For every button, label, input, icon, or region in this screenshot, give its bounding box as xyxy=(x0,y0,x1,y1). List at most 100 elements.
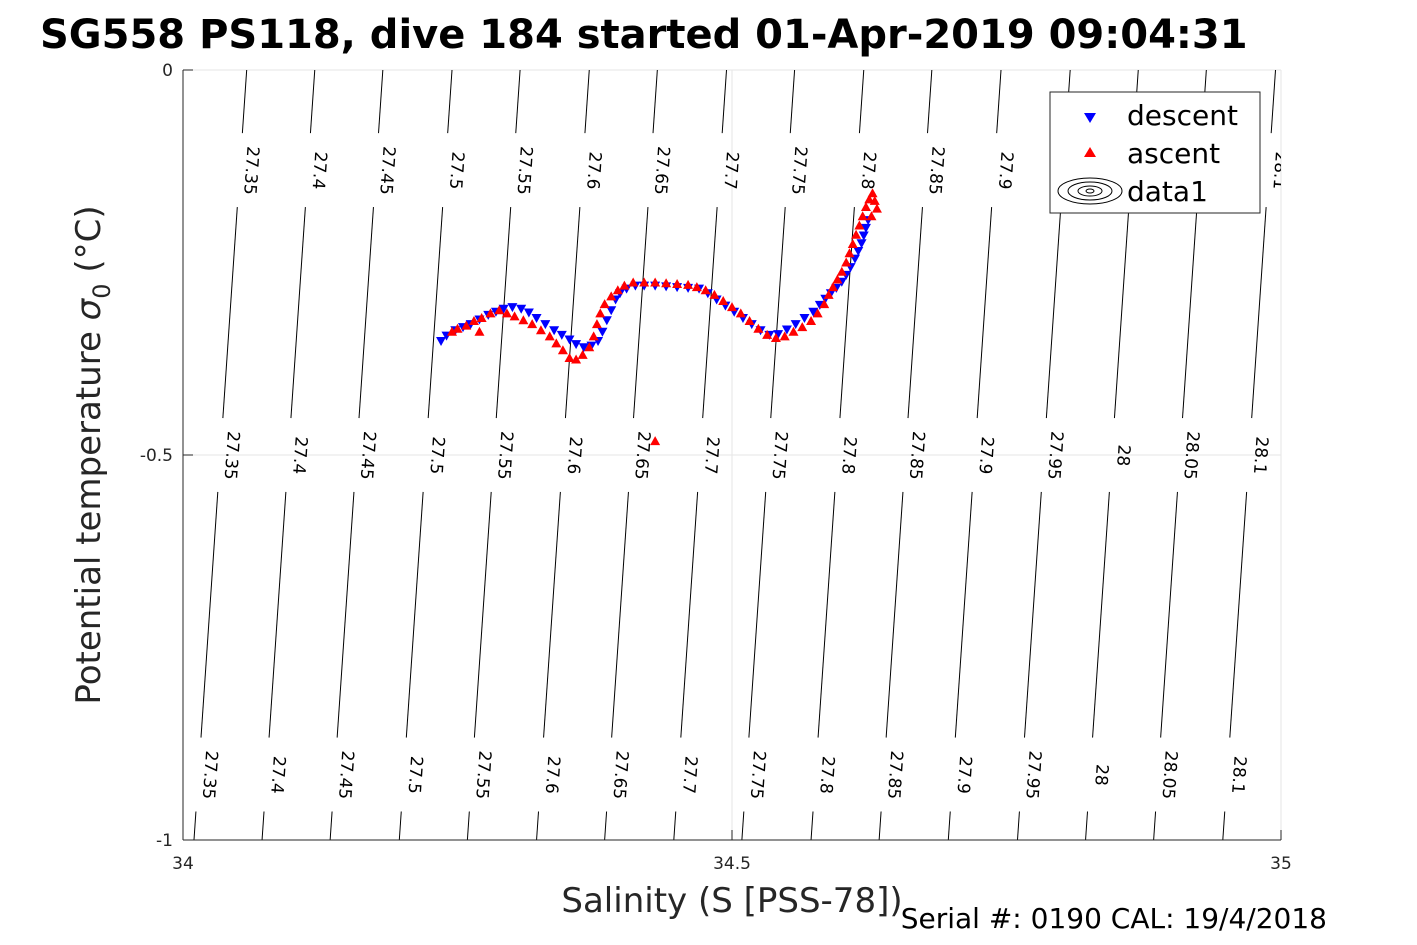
ascent-marker xyxy=(474,326,485,336)
isopycnal-line xyxy=(427,207,444,419)
ascent-marker xyxy=(847,239,858,249)
descent-marker xyxy=(523,308,534,318)
isopycnal-label: 27.85 xyxy=(905,430,928,480)
ascent-marker xyxy=(509,311,520,321)
isopycnal-label: 27.4 xyxy=(266,755,289,794)
ascent-marker xyxy=(691,282,702,292)
legend-data1-label: data1 xyxy=(1127,175,1208,208)
ascent-marker xyxy=(535,325,546,335)
ascent-marker xyxy=(452,323,463,333)
ascent-marker xyxy=(518,315,529,325)
isopycnal-label: 27.7 xyxy=(678,755,701,794)
descent-marker xyxy=(601,316,612,326)
ascent-marker xyxy=(779,331,790,341)
ascent-marker xyxy=(468,316,479,326)
ascent-marker xyxy=(806,316,817,326)
isopycnal-line xyxy=(741,811,745,840)
isopycnal-label: 27.9 xyxy=(974,436,997,475)
isopycnal-line xyxy=(996,70,1002,134)
isopycnal-line xyxy=(336,491,355,738)
ascent-marker xyxy=(599,299,610,309)
descent-marker xyxy=(597,327,608,337)
isopycnal-line xyxy=(1045,207,1062,419)
descent-marker xyxy=(578,343,589,353)
isopycnal-label: 27.45 xyxy=(375,145,398,195)
ascent-marker xyxy=(461,320,472,330)
isopycnal-label: 27.8 xyxy=(837,436,860,475)
isopycnal-line xyxy=(604,811,608,840)
ascent-marker xyxy=(857,211,868,221)
ascent-marker xyxy=(584,342,595,352)
isopycnal-line xyxy=(290,207,306,419)
isopycnal-line xyxy=(954,491,973,738)
isopycnal-label: 27.55 xyxy=(513,145,536,195)
isopycnal-line xyxy=(702,207,718,419)
descent-marker xyxy=(606,306,617,316)
legend-box xyxy=(1049,91,1261,214)
ascent-marker xyxy=(639,277,650,287)
descent-marker xyxy=(790,320,801,330)
descent-marker xyxy=(856,239,867,249)
descent-marker xyxy=(781,325,792,335)
ascent-marker xyxy=(650,436,661,446)
isopycnal-line xyxy=(907,207,923,419)
ascent-marker xyxy=(867,188,878,198)
isopycnal-line xyxy=(947,811,951,840)
ascent-marker xyxy=(595,308,606,318)
ascent-marker xyxy=(577,349,588,359)
descent-marker xyxy=(853,246,864,256)
isopycnal-line xyxy=(358,207,374,419)
isopycnal-line xyxy=(564,207,581,419)
ascent-marker xyxy=(661,278,672,288)
isopycnal-line xyxy=(633,207,649,419)
isopycnal-line xyxy=(611,491,629,738)
ascent-marker xyxy=(727,302,737,312)
isopycnal-label: 28.1 xyxy=(1268,151,1291,190)
isopycnal-label: 27.6 xyxy=(563,436,586,475)
isopycnal-label: 27.65 xyxy=(608,750,631,800)
ascent-marker xyxy=(612,285,623,295)
ascent-marker xyxy=(770,332,781,342)
isopycnal-label: 27.95 xyxy=(1043,430,1066,480)
isopycnal-line xyxy=(770,207,786,419)
ascent-marker xyxy=(476,312,487,322)
ascent-marker xyxy=(836,266,847,276)
series-ascent xyxy=(447,188,882,446)
ascent-marker xyxy=(871,203,882,213)
isopycnal-label: 27.85 xyxy=(924,145,947,195)
isopycnal-contours: 27.35 27.35 27.35 27.4 27.4 27.4 27.45 27.45 27.… xyxy=(193,70,1291,840)
isopycnal-line xyxy=(405,491,424,738)
ascent-marker xyxy=(788,326,799,336)
isopycnal-line xyxy=(1113,207,1130,419)
ascent-marker xyxy=(571,354,582,364)
isopycnal-label: 27.65 xyxy=(630,430,653,480)
x-axis-ticks: 34 34.5 35 xyxy=(172,830,1292,874)
ascent-marker xyxy=(485,308,496,318)
isopycnal-label: 28.1 xyxy=(1227,755,1250,794)
x-tick-label: 35 xyxy=(1270,854,1292,874)
isopycnal-label: 27.75 xyxy=(768,430,791,480)
isopycnal-line xyxy=(789,70,796,134)
y-axis-label: Potential temperature σ0 (°C) xyxy=(69,205,116,704)
isopycnal-label: 27.5 xyxy=(445,151,468,190)
isopycnal-line xyxy=(398,811,402,840)
isopycnal-label: 27.4 xyxy=(308,151,331,190)
ascent-marker xyxy=(753,323,764,333)
isopycnal-label: 27.8 xyxy=(857,151,880,190)
ascent-marker xyxy=(588,331,599,341)
isopycnal-line xyxy=(721,70,728,134)
ascent-marker xyxy=(551,338,562,348)
ascent-marker xyxy=(564,352,575,362)
ascent-marker xyxy=(735,308,746,318)
legend-descent-marker xyxy=(1084,113,1096,123)
isopycnal-label: 27.75 xyxy=(787,145,810,195)
isopycnal-label: 28.05 xyxy=(1179,430,1202,480)
ascent-marker xyxy=(844,248,855,258)
ascent-marker xyxy=(864,194,875,204)
isopycnal-line xyxy=(200,491,219,738)
isopycnal-line xyxy=(748,491,767,738)
isopycnal-line xyxy=(878,811,882,840)
descent-marker xyxy=(860,223,871,233)
isopycnal-line xyxy=(241,70,248,134)
ascent-marker xyxy=(628,277,639,287)
